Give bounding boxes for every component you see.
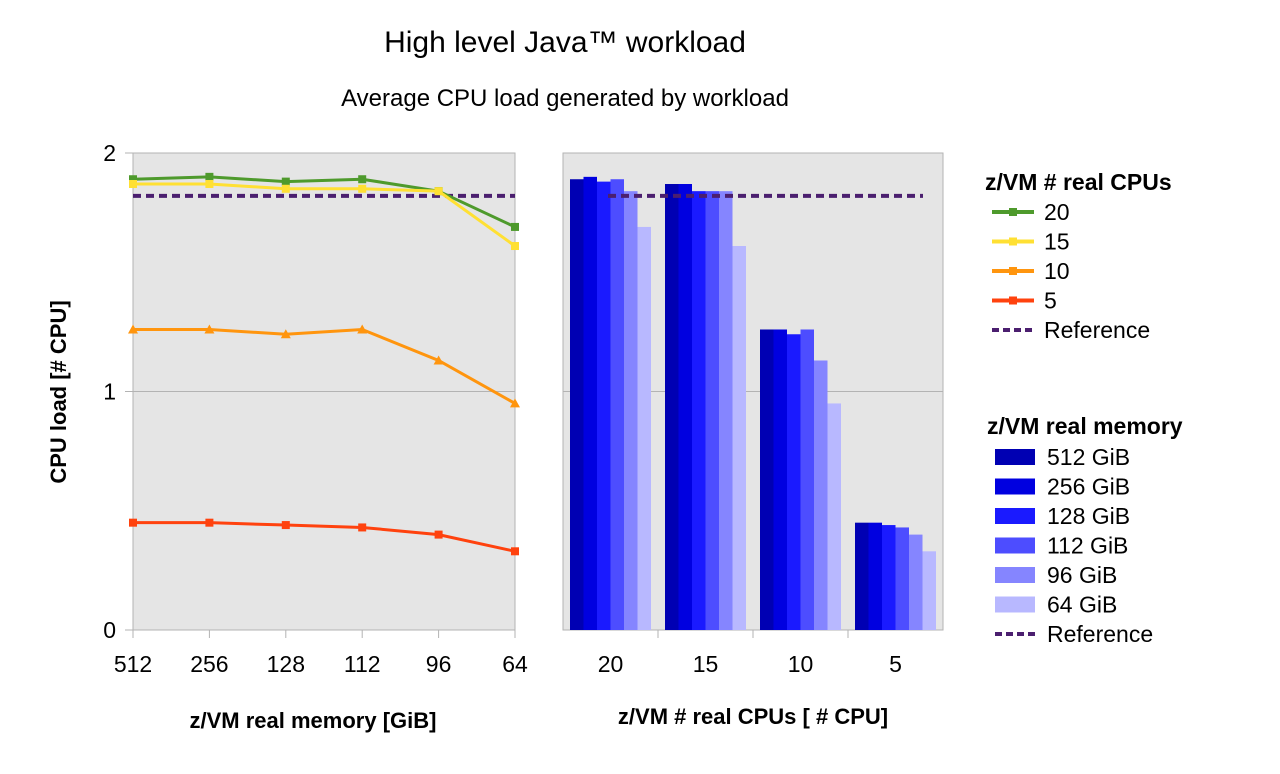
- bar-128-gib: [597, 181, 611, 630]
- data-point: [205, 518, 214, 527]
- legend-label: 96 GiB: [1047, 562, 1117, 588]
- data-point: [511, 222, 519, 231]
- legend-marker-15: [1009, 237, 1017, 246]
- bar-256-gib: [583, 176, 597, 630]
- legend-label: 64 GiB: [1047, 592, 1117, 618]
- x-tick-label: 10: [788, 651, 814, 677]
- bar-512-gib: [570, 179, 584, 631]
- x-tick-label: 96: [426, 651, 452, 677]
- bar-96-gib: [814, 360, 828, 630]
- legend-label: 5: [1044, 288, 1057, 314]
- x-tick-label: 20: [598, 651, 624, 677]
- bar-128-gib: [882, 525, 896, 630]
- data-point: [357, 324, 368, 334]
- bar-96-gib: [624, 191, 638, 630]
- legend-swatch: [995, 478, 1035, 495]
- legend-swatch: [995, 567, 1035, 583]
- legend-swatch: [995, 508, 1035, 524]
- data-point: [358, 523, 367, 532]
- data-point: [128, 324, 138, 334]
- bar-112-gib: [895, 527, 909, 630]
- legend-label: 15: [1044, 229, 1070, 255]
- series-line-10: [133, 327, 516, 405]
- legend-label: 112 GiB: [1047, 533, 1128, 559]
- bar-256-gib: [773, 329, 787, 630]
- x-tick-label: 15: [693, 651, 719, 677]
- legend-label: 512 GiB: [1047, 444, 1130, 470]
- data-point: [205, 180, 214, 189]
- y-tick-label: 1: [103, 379, 116, 405]
- bar-96-gib: [719, 191, 733, 630]
- data-point: [511, 547, 519, 556]
- y-axis-title: CPU load [# CPU]: [46, 300, 71, 483]
- data-point: [129, 180, 137, 189]
- legend-swatch: [995, 449, 1035, 465]
- line-chart-panel: 0 1 2 512 256 128 112 96 64 z/VM real memory [GiB…: [46, 140, 528, 733]
- data-point: [434, 187, 443, 196]
- bar-512-gib: [855, 522, 869, 630]
- chart-title: High level Java™ workload: [384, 26, 746, 59]
- legend-cpus: z/VM # real CPUs 20 15 10 5 Reference: [985, 169, 1172, 343]
- series-line-5: [133, 521, 516, 553]
- legend-marker-10: [1009, 267, 1017, 275]
- bar-112-gib: [800, 329, 814, 630]
- y-tick-label: 0: [103, 617, 116, 643]
- data-point: [511, 242, 519, 251]
- x-axis-title-left: z/VM real memory [GiB]: [190, 708, 437, 733]
- data-point: [281, 184, 290, 193]
- data-point: [280, 329, 291, 339]
- legend-swatch: [995, 537, 1035, 554]
- legend-label: 20: [1044, 199, 1070, 225]
- bar-chart-panel: 20 15 10 5 z/VM # real CPUs [ # CPU]: [562, 152, 944, 729]
- legend-swatch: [995, 596, 1035, 613]
- bar-64-gib: [827, 403, 841, 630]
- bar-112-gib: [610, 179, 624, 631]
- bar-96-gib: [909, 534, 923, 630]
- y-tick-label: 2: [103, 140, 116, 166]
- legend-title: z/VM # real CPUs: [985, 169, 1172, 195]
- bar-128-gib: [787, 334, 801, 630]
- x-tick-label: 128: [267, 651, 305, 677]
- legend-label: Reference: [1044, 317, 1150, 343]
- bar-64-gib: [637, 226, 651, 630]
- legend-label: 256 GiB: [1047, 474, 1130, 500]
- legend-marker-20: [1009, 208, 1017, 216]
- legend-label: Reference: [1047, 621, 1153, 647]
- data-point: [204, 324, 215, 334]
- data-point: [510, 398, 520, 408]
- data-point: [129, 175, 137, 184]
- bar-112-gib: [705, 191, 719, 630]
- bar-256-gib: [678, 184, 692, 630]
- series-line-20: [132, 175, 516, 229]
- x-tick-label: 64: [502, 651, 528, 677]
- legend-label: 10: [1044, 258, 1070, 284]
- data-point: [281, 521, 290, 530]
- x-tick-label: 5: [889, 651, 902, 677]
- bar-256-gib: [868, 522, 882, 630]
- x-tick-label: 112: [344, 651, 381, 677]
- legend-title: z/VM real memory: [987, 413, 1183, 439]
- data-point: [281, 177, 290, 186]
- x-axis-title-right: z/VM # real CPUs [ # CPU]: [618, 704, 888, 729]
- bar-128-gib: [692, 191, 706, 630]
- bar-512-gib: [760, 329, 774, 630]
- data-point: [358, 184, 367, 193]
- x-tick-label: 512: [114, 651, 152, 677]
- data-point: [434, 530, 443, 539]
- legend-marker-5: [1009, 296, 1017, 305]
- bar-64-gib: [922, 551, 936, 630]
- data-point: [129, 518, 137, 527]
- bar-64-gib: [732, 246, 746, 630]
- data-point: [358, 175, 367, 184]
- x-tick-label: 256: [190, 651, 228, 677]
- series-line-15: [133, 182, 516, 248]
- bar-512-gib: [665, 184, 679, 630]
- chart-subtitle: Average CPU load generated by workload: [341, 85, 789, 112]
- data-point: [433, 355, 444, 365]
- data-point: [205, 172, 214, 181]
- legend-label: 128 GiB: [1047, 503, 1130, 529]
- legend-memory: z/VM real memory 512 GiB 256 GiB 128 GiB 112…: [987, 413, 1183, 647]
